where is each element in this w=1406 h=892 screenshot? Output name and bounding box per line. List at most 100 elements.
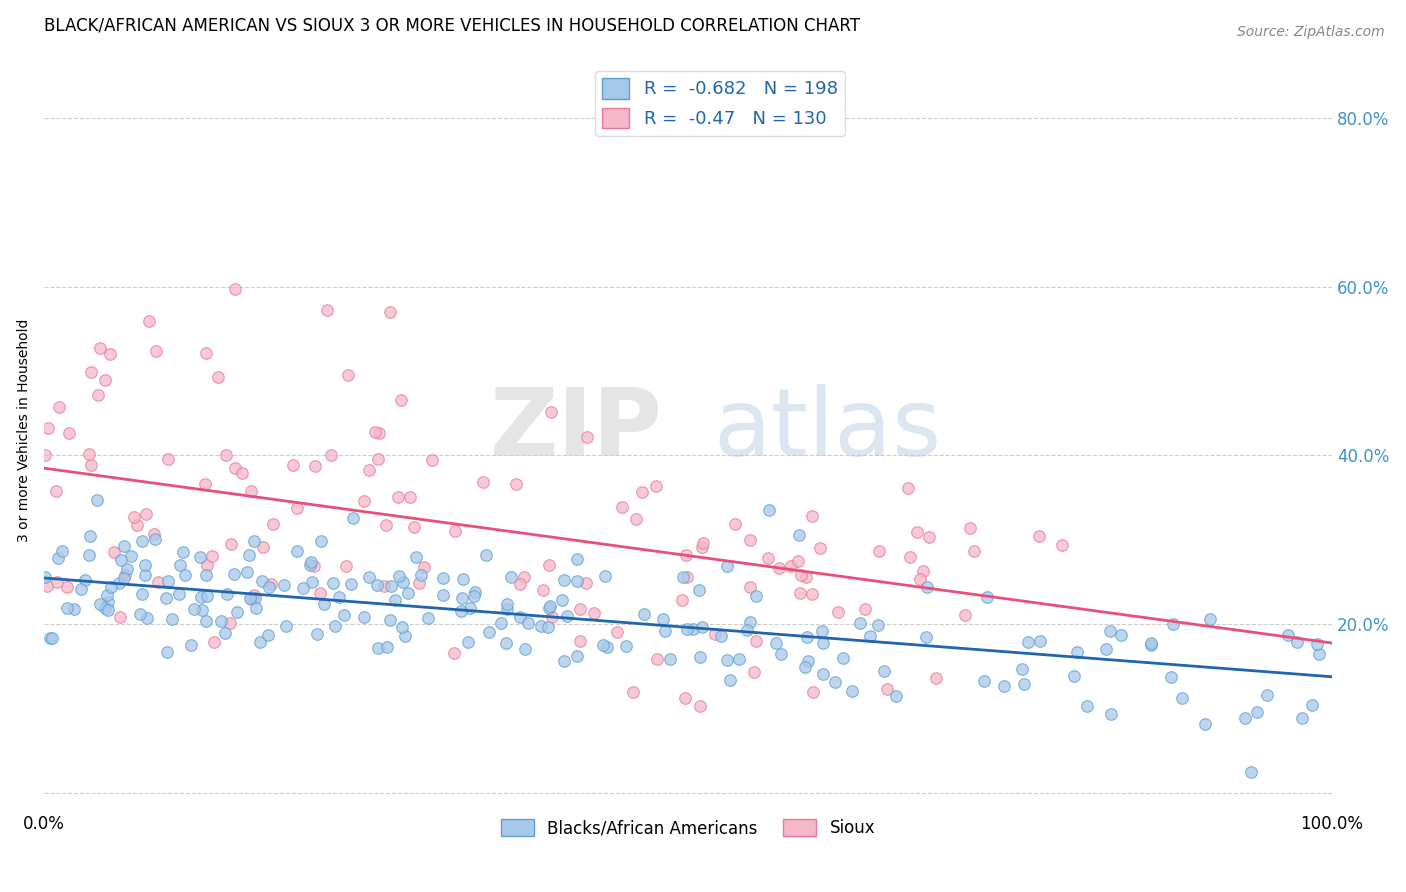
Point <box>832 651 855 665</box>
Point <box>259 580 281 594</box>
Point <box>915 580 938 594</box>
Point <box>404 520 426 534</box>
Point <box>315 303 337 318</box>
Point <box>86 492 108 507</box>
Point <box>810 624 832 638</box>
Point <box>672 570 695 584</box>
Point <box>301 575 323 590</box>
Point <box>794 570 817 584</box>
Point <box>243 533 266 548</box>
Point <box>963 544 986 558</box>
Point <box>735 623 758 637</box>
Point <box>531 583 554 598</box>
Point <box>353 610 375 624</box>
Point <box>191 603 214 617</box>
Point <box>51 544 73 558</box>
Point <box>281 458 304 472</box>
Point <box>307 627 329 641</box>
Point <box>364 425 387 439</box>
Point <box>742 665 765 679</box>
Point <box>236 565 259 579</box>
Point <box>728 652 751 666</box>
Point <box>34 570 56 584</box>
Point <box>540 405 562 419</box>
Point <box>125 517 148 532</box>
Point <box>231 466 253 480</box>
Point <box>219 615 242 630</box>
Point <box>794 659 817 673</box>
Point <box>912 564 935 578</box>
Point <box>463 589 485 603</box>
Point <box>614 640 637 654</box>
Point <box>169 558 191 573</box>
Point <box>801 587 824 601</box>
Point <box>884 690 907 704</box>
Point <box>959 520 981 534</box>
Point <box>789 585 811 599</box>
Text: Source: ZipAtlas.com: Source: ZipAtlas.com <box>1237 25 1385 39</box>
Point <box>1017 635 1039 649</box>
Point <box>408 576 430 591</box>
Point <box>250 574 273 588</box>
Point <box>606 625 628 640</box>
Point <box>413 560 436 574</box>
Point <box>1277 628 1299 642</box>
Point <box>79 529 101 543</box>
Point <box>576 430 599 444</box>
Point <box>367 640 389 655</box>
Point <box>478 625 501 640</box>
Point <box>716 653 738 667</box>
Point <box>505 477 527 491</box>
Point <box>567 552 589 566</box>
Point <box>553 654 575 668</box>
Point <box>610 500 633 515</box>
Point <box>339 576 361 591</box>
Point <box>215 587 238 601</box>
Text: BLACK/AFRICAN AMERICAN VS SIOUX 3 OR MORE VEHICLES IN HOUSEHOLD CORRELATION CHAR: BLACK/AFRICAN AMERICAN VS SIOUX 3 OR MOR… <box>44 17 860 35</box>
Point <box>676 622 699 636</box>
Point <box>110 553 132 567</box>
Point <box>1028 529 1050 543</box>
Point <box>128 607 150 622</box>
Point <box>156 645 179 659</box>
Point <box>1111 628 1133 642</box>
Point <box>285 544 308 558</box>
Point <box>145 532 167 546</box>
Point <box>491 615 513 630</box>
Point <box>1028 634 1050 648</box>
Point <box>384 592 406 607</box>
Point <box>291 581 314 595</box>
Point <box>808 541 831 556</box>
Point <box>321 448 343 462</box>
Point <box>45 484 67 499</box>
Point <box>190 590 212 604</box>
Point <box>592 638 614 652</box>
Point <box>120 549 142 563</box>
Point <box>63 601 86 615</box>
Point <box>800 509 823 524</box>
Point <box>309 586 332 600</box>
Point <box>240 484 263 499</box>
Point <box>1095 641 1118 656</box>
Point <box>689 699 711 714</box>
Point <box>312 597 335 611</box>
Point <box>333 608 356 623</box>
Point <box>373 579 395 593</box>
Point <box>367 451 389 466</box>
Point <box>195 558 218 572</box>
Point <box>131 534 153 549</box>
Point <box>357 570 380 584</box>
Point <box>299 555 322 569</box>
Point <box>226 605 249 619</box>
Text: ZIP: ZIP <box>489 384 662 476</box>
Point <box>183 601 205 615</box>
Point <box>443 646 465 660</box>
Y-axis label: 3 or more Vehicles in Household: 3 or more Vehicles in Household <box>17 318 31 541</box>
Point <box>1308 648 1330 662</box>
Point <box>375 640 398 654</box>
Point <box>256 628 278 642</box>
Point <box>167 587 190 601</box>
Point <box>273 578 295 592</box>
Point <box>925 671 948 685</box>
Point <box>1050 538 1073 552</box>
